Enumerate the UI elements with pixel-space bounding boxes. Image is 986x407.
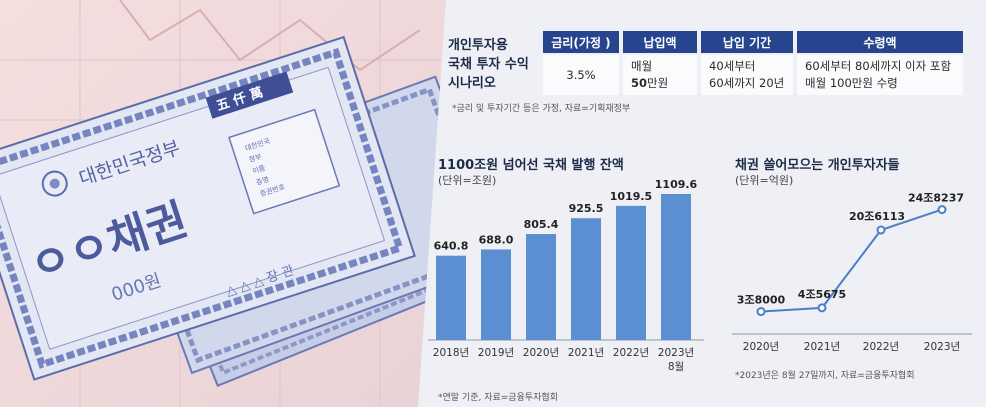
receive-line-2: 매월 100만원 수령 (805, 76, 898, 90)
bond-box-line-2: 정부 (248, 151, 264, 164)
scenario-note: *금리 및 투자기간 등은 가정, 자료=기획재정부 (452, 104, 631, 114)
line-value-label-3: 24조8237 (908, 192, 964, 205)
cell-receive: 60세부터 80세까지 이자 포함 매월 100만원 수령 (797, 55, 963, 95)
line-value-label-1: 4조5675 (798, 288, 846, 301)
line-chart-title: 채권 쓸어모으는 개인투자자들 (735, 158, 900, 173)
bar-0 (436, 255, 466, 340)
bar-4 (616, 205, 646, 340)
bar-1 (481, 249, 511, 340)
period-line-1: 40세부터 (709, 59, 756, 73)
bond-box-line-4: 증명 (255, 174, 270, 187)
bar-category-label-4: 2022년 (613, 347, 649, 359)
bond-box-line-3: 이름 (251, 163, 267, 176)
header-period: 납입 기간 (701, 31, 793, 53)
bond-certificates-photo: 대한민국정부 ㅇㅇ채권 000원 △ △ △ 장 관 대한민국 정부 이름 증명… (0, 0, 470, 407)
bar-category-sub-5: 8월 (668, 361, 684, 373)
line-point-2 (876, 225, 886, 235)
period-line-2: 60세까지 20년 (709, 76, 785, 90)
header-receive: 수령액 (797, 31, 963, 53)
header-rate: 금리(가정 ) (543, 31, 619, 53)
bar-value-label-3: 925.5 (569, 202, 604, 215)
bar-value-label-4: 1019.5 (610, 190, 652, 203)
bar-value-label-0: 640.8 (434, 240, 469, 253)
cell-payment: 매월 50만원 (623, 55, 697, 95)
bar-value-label-5: 1109.6 (655, 178, 698, 191)
line-point-1 (817, 303, 827, 313)
bar-category-label-5: 2023년 (658, 347, 694, 359)
bar-value-label-1: 688.0 (479, 233, 514, 246)
scenario-title-line-2: 국채 투자 수익 (448, 57, 529, 72)
line-value-label-0: 3조8000 (737, 294, 786, 307)
line-category-label-3: 2023년 (924, 341, 960, 353)
line-chart-unit: (단위=억원) (735, 174, 794, 187)
bar-category-label-2: 2020년 (523, 347, 559, 359)
line-chart: 3조8000 2020년 4조5675 2021년 20조6113 2022년 24조823… (732, 192, 972, 353)
bar-chart: 640.8 2018년 688.0 2019년 805.4 2020년 925.5 2021년… (428, 178, 704, 373)
bar-category-label-0: 2018년 (433, 347, 469, 359)
payment-line-1: 매월 (631, 59, 653, 73)
line-category-label-1: 2021년 (804, 341, 840, 353)
cell-rate: 3.5% (543, 55, 619, 95)
line-value-label-2: 20조6113 (849, 210, 905, 223)
line-category-label-0: 2020년 (743, 341, 779, 353)
cell-period: 40세부터 60세까지 20년 (701, 55, 793, 95)
header-payment: 납입액 (623, 31, 697, 53)
bar-value-label-2: 805.4 (524, 218, 559, 231)
payment-unit: 만원 (647, 76, 669, 90)
front-bond: 대한민국정부 ㅇㅇ채권 000원 △ △ △ 장 관 대한민국 정부 이름 증명… (0, 35, 416, 381)
scenario-title: 개인투자용 국채 투자 수익 시나리오 (448, 36, 538, 93)
line-series (760, 208, 943, 313)
rate-value: 3.5% (566, 67, 596, 82)
bar-category-label-3: 2021년 (568, 347, 604, 359)
receive-line-1: 60세부터 80세까지 이자 포함 (805, 59, 952, 73)
line-category-label-2: 2022년 (863, 341, 899, 353)
line-point-0 (756, 307, 766, 317)
bar-category-label-1: 2019년 (478, 347, 514, 359)
scenario-title-line-1: 개인투자용 (448, 38, 508, 53)
bar-chart-unit: (단위=조원) (438, 174, 497, 187)
bar-chart-note: *연말 기준, 자료=금융투자협회 (438, 393, 558, 403)
line-point-3 (937, 205, 947, 215)
scenario-title-line-3: 시나리오 (448, 76, 496, 91)
bar-3 (571, 218, 601, 340)
bar-chart-title: 1100조원 넘어선 국채 발행 잔액 (438, 158, 624, 173)
bar-5 (661, 194, 691, 340)
line-chart-note: *2023년은 8월 27일까지, 자료=금융투자협회 (735, 371, 915, 381)
bar-2 (526, 234, 556, 340)
payment-amount: 50 (631, 76, 648, 90)
